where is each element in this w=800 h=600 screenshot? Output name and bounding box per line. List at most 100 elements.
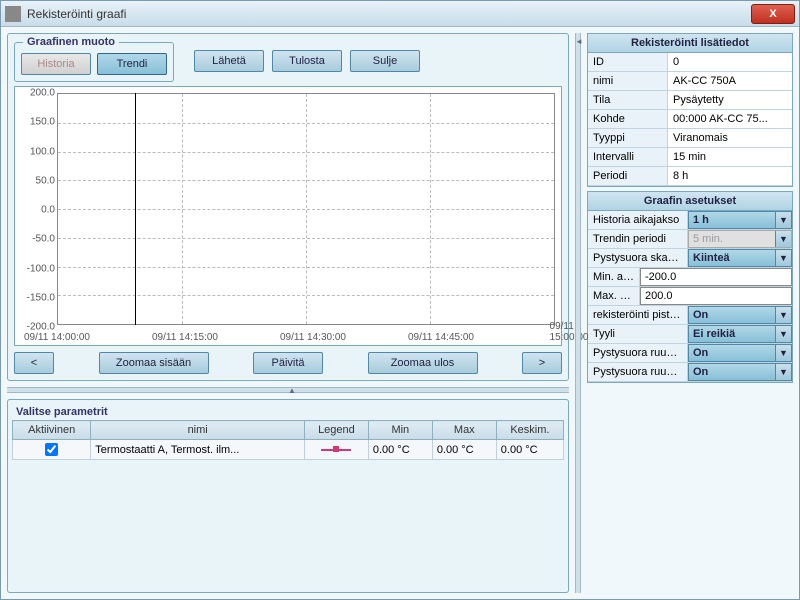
setting-row: Historia aikajakso1 h▼ — [588, 211, 792, 230]
table-row[interactable]: Termostaatti A, Termost. ilm... 0.00 °C … — [13, 440, 564, 460]
col-legend[interactable]: Legend — [305, 421, 369, 440]
setting-key: Historia aikajakso — [588, 211, 688, 229]
setting-row: Pystysuora ruudu...On▼ — [588, 363, 792, 382]
setting-combo[interactable]: Kiinteä▼ — [688, 249, 792, 267]
info-key: Kohde — [588, 110, 668, 128]
info-key: ID — [588, 53, 668, 71]
nav-fwd-button[interactable]: > — [522, 352, 562, 374]
setting-key: Max. arvo — [588, 287, 640, 305]
param-table: Aktiivinen nimi Legend Min Max Keskim. T… — [12, 420, 564, 460]
col-name[interactable]: nimi — [91, 421, 305, 440]
app-window: Rekisteröinti graafi X Graafinen muoto H… — [0, 0, 800, 600]
close-button[interactable]: Sulje — [350, 50, 420, 72]
content: Graafinen muoto Historia Trendi Lähetä T… — [1, 27, 799, 599]
chart-cursor[interactable] — [135, 93, 136, 325]
y-tick-label: 200.0 — [17, 88, 55, 99]
vertical-splitter[interactable] — [575, 33, 581, 593]
chevron-down-icon: ▼ — [775, 212, 791, 228]
chevron-down-icon: ▼ — [775, 307, 791, 323]
combo-value: Kiinteä — [689, 250, 775, 266]
trendi-button[interactable]: Trendi — [97, 53, 167, 75]
refresh-button[interactable]: Päivitä — [253, 352, 323, 374]
info-key: Tyyppi — [588, 129, 668, 147]
horizontal-splitter[interactable] — [7, 387, 569, 393]
info-key: Tila — [588, 91, 668, 109]
graph-area-group: Graafinen muoto Historia Trendi Lähetä T… — [7, 33, 569, 381]
setting-input[interactable] — [640, 287, 792, 305]
info-key: Periodi — [588, 167, 668, 185]
col-avg[interactable]: Keskim. — [496, 421, 563, 440]
historia-button[interactable]: Historia — [21, 53, 91, 75]
x-tick-label: 09/11 14:00:00 — [24, 332, 90, 343]
setting-key: Pystysuora skaal... — [588, 249, 688, 267]
info-value: 00:000 AK-CC 75... — [668, 110, 792, 128]
info-key: Intervalli — [588, 148, 668, 166]
right-panel: Rekisteröinti lisätiedot ID0nimiAK-CC 75… — [587, 33, 793, 593]
info-row: Kohde00:000 AK-CC 75... — [588, 110, 792, 129]
info-key: nimi — [588, 72, 668, 90]
y-tick-label: 0.0 — [17, 205, 55, 216]
titlebar: Rekisteröinti graafi X — [1, 1, 799, 27]
combo-value: On — [689, 307, 775, 323]
param-title: Valitse parametrit — [12, 404, 564, 420]
send-button[interactable]: Lähetä — [194, 50, 264, 72]
chevron-down-icon: ▼ — [775, 250, 791, 266]
setting-input[interactable] — [640, 268, 792, 286]
setting-row: Min. arvo — [588, 268, 792, 287]
info-panel: Rekisteröinti lisätiedot ID0nimiAK-CC 75… — [587, 33, 793, 187]
y-tick-label: 150.0 — [17, 117, 55, 128]
col-max[interactable]: Max — [432, 421, 496, 440]
format-group-title: Graafinen muoto — [23, 36, 119, 48]
setting-key: Min. arvo — [588, 268, 640, 286]
combo-value: Ei reikiä — [689, 326, 775, 342]
setting-row: Pystysuora ruudu...On▼ — [588, 344, 792, 363]
info-row: Intervalli15 min — [588, 148, 792, 167]
combo-value: 5 min. — [689, 231, 775, 247]
zoom-out-button[interactable]: Zoomaa ulos — [368, 352, 478, 374]
info-row: Periodi8 h — [588, 167, 792, 186]
y-tick-label: -200.0 — [17, 322, 55, 333]
x-tick-label: 09/11 14:15:00 — [152, 332, 218, 343]
info-value: AK-CC 750A — [668, 72, 792, 90]
setting-combo[interactable]: On▼ — [688, 306, 792, 324]
info-row: nimiAK-CC 750A — [588, 72, 792, 91]
setting-key: Pystysuora ruudu... — [588, 363, 688, 381]
setting-combo[interactable]: On▼ — [688, 363, 792, 381]
setting-combo[interactable]: 1 h▼ — [688, 211, 792, 229]
legend-marker-icon — [321, 449, 351, 451]
left-panel: Graafinen muoto Historia Trendi Lähetä T… — [7, 33, 569, 593]
info-row: ID0 — [588, 53, 792, 72]
chart: 200.0150.0100.050.00.0-50.0-100.0-150.0-… — [14, 86, 562, 346]
window-title: Rekisteröinti graafi — [27, 7, 751, 21]
chevron-down-icon: ▼ — [775, 364, 791, 380]
row-active-checkbox[interactable] — [45, 443, 58, 456]
close-icon[interactable]: X — [751, 4, 795, 24]
setting-combo[interactable]: Ei reikiä▼ — [688, 325, 792, 343]
info-row: TilaPysäytetty — [588, 91, 792, 110]
info-title: Rekisteröinti lisätiedot — [588, 34, 792, 53]
col-active[interactable]: Aktiivinen — [13, 421, 91, 440]
setting-row: Pystysuora skaal...Kiinteä▼ — [588, 249, 792, 268]
y-tick-label: 100.0 — [17, 146, 55, 157]
row-avg: 0.00 °C — [496, 440, 563, 460]
info-row: TyyppiViranomais — [588, 129, 792, 148]
y-tick-label: -150.0 — [17, 292, 55, 303]
x-tick-label: 09/11 14:30:00 — [280, 332, 346, 343]
row-name: Termostaatti A, Termost. ilm... — [91, 440, 305, 460]
settings-panel: Graafin asetukset Historia aikajakso1 h▼… — [587, 191, 793, 383]
setting-row: rekisteröinti pisteetOn▼ — [588, 306, 792, 325]
info-value: Viranomais — [668, 129, 792, 147]
chevron-down-icon: ▼ — [775, 345, 791, 361]
setting-row: Trendin periodi5 min.▼ — [588, 230, 792, 249]
setting-combo[interactable]: On▼ — [688, 344, 792, 362]
print-button[interactable]: Tulosta — [272, 50, 342, 72]
param-section: Valitse parametrit Aktiivinen nimi Legen… — [7, 399, 569, 593]
col-min[interactable]: Min — [368, 421, 432, 440]
combo-value: 1 h — [689, 212, 775, 228]
zoom-in-button[interactable]: Zoomaa sisään — [99, 352, 209, 374]
nav-row: < Zoomaa sisään Päivitä Zoomaa ulos > — [14, 352, 562, 374]
nav-back-button[interactable]: < — [14, 352, 54, 374]
setting-row: TyyliEi reikiä▼ — [588, 325, 792, 344]
info-value: 0 — [668, 53, 792, 71]
settings-title: Graafin asetukset — [588, 192, 792, 211]
